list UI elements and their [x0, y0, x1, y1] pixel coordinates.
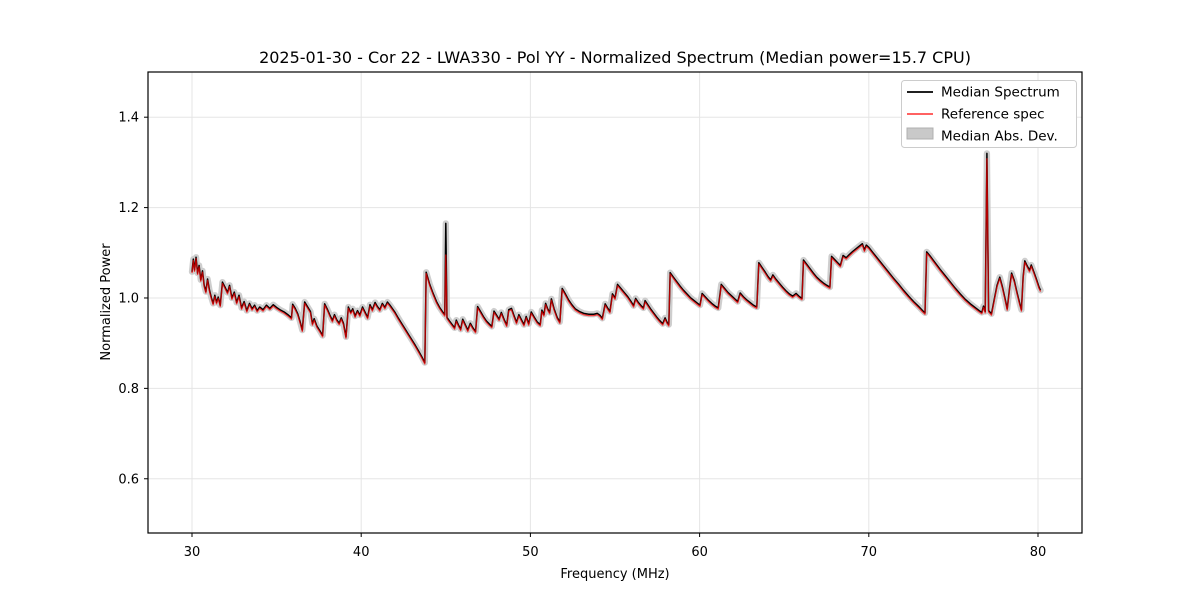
legend-label-band: Median Abs. Dev. [941, 129, 1058, 145]
x-tick-label: 70 [861, 545, 878, 560]
spectrum-lines [191, 152, 1042, 365]
y-tick-label: 0.6 [118, 472, 139, 487]
reference-spec-line [191, 158, 1042, 365]
legend-box [901, 80, 1077, 148]
x-tick-label: 60 [691, 545, 708, 560]
legend-mad-patch-sample [906, 127, 934, 140]
y-tick-label: 1.0 [118, 291, 139, 306]
x-tick-label: 50 [522, 545, 539, 560]
legend-label-median: Median Spectrum [941, 85, 1060, 101]
x-axis-label: Frequency (MHz) [560, 567, 669, 582]
x-tick-label: 40 [353, 545, 370, 560]
x-tick-label: 80 [1030, 545, 1047, 560]
legend-label-reference: Reference spec [941, 107, 1045, 123]
tick-labels: 30 40 50 60 70 80 0.6 0.8 1.0 1.2 1.4 [118, 111, 1046, 560]
tick-marks [144, 116, 1039, 537]
plot-border [147, 71, 1083, 534]
y-axis-label: Normalized Power [99, 243, 114, 361]
legend: Median Spectrum Reference spec Median Ab… [901, 80, 1077, 148]
y-tick-label: 1.2 [118, 201, 139, 216]
chart-title: 2025-01-30 - Cor 22 - LWA330 - Pol YY - … [259, 48, 971, 67]
y-tick-label: 1.4 [118, 111, 139, 126]
x-tick-label: 30 [184, 545, 201, 560]
y-tick-label: 0.8 [118, 382, 139, 397]
